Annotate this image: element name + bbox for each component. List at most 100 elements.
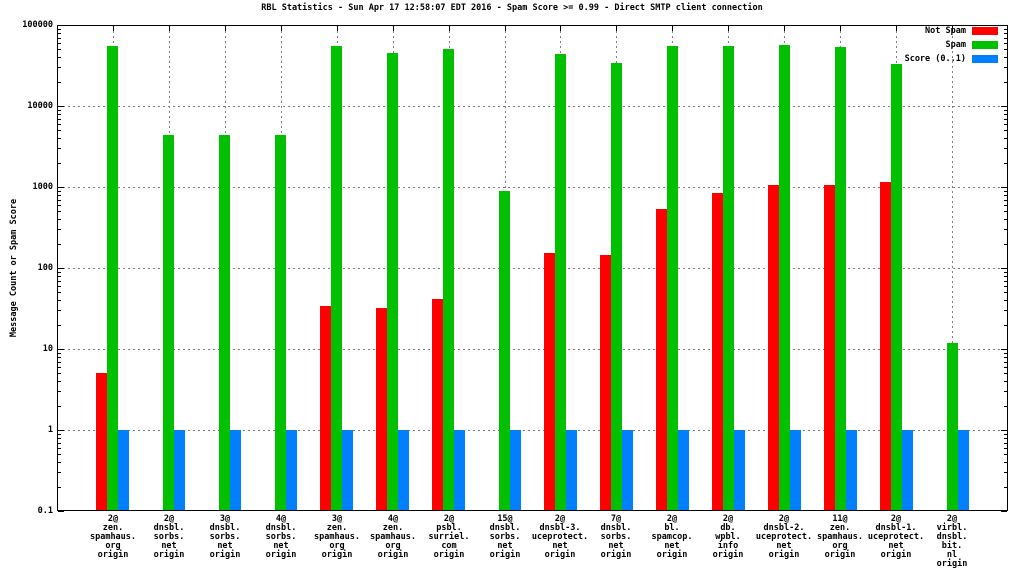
x-tick (560, 26, 561, 31)
y-minor-tick (58, 448, 61, 449)
y-minor-tick (58, 443, 61, 444)
y-minor-tick (1004, 195, 1007, 196)
x-tick-label-line: origin (712, 550, 744, 560)
x-tick-label-line: 2@ (666, 514, 678, 524)
x-tick-label: 2@ db. wpbl. info origin (688, 515, 768, 560)
x-tick-label-line: 2@ (778, 514, 790, 524)
x-tick (952, 26, 953, 31)
x-tick-label-line: virbl. (936, 523, 968, 533)
y-minor-tick (58, 195, 61, 196)
x-tick-label-line: origin (936, 559, 968, 569)
y-minor-tick (1004, 29, 1007, 30)
y-minor-tick (58, 114, 61, 115)
y-minor-tick (1004, 191, 1007, 192)
x-tick-label: 2@ dnsbl-2. uceprotect. net origin (744, 515, 824, 560)
y-minor-tick (1004, 286, 1007, 287)
x-tick-label-line: origin (265, 550, 297, 560)
x-tick-label-line: origin (97, 550, 129, 560)
y-minor-tick (1004, 49, 1007, 50)
y-minor-tick (58, 292, 61, 293)
x-tick-label: 15@ dnsbl. sorbs. net origin (465, 515, 545, 560)
y-tick-label: 1000 (32, 182, 53, 192)
y-minor-tick (58, 381, 61, 382)
bar-not-spam (376, 308, 387, 510)
x-tick (393, 26, 394, 31)
bar-score-0-1 (398, 430, 409, 510)
y-major-tick (58, 187, 64, 188)
x-tick-label-line: spamhaus. (816, 532, 864, 542)
bar-score-0-1 (286, 430, 297, 510)
y-minor-tick (58, 462, 61, 463)
x-tick-label-line: spamhaus. (89, 532, 137, 542)
x-tick-label-line: origin (768, 550, 800, 560)
bar-not-spam (600, 255, 611, 510)
y-minor-tick (58, 373, 61, 374)
x-tick-label-line: sorbs. (600, 532, 632, 542)
x-tick-label-line: sorbs. (153, 532, 185, 542)
y-minor-tick (58, 406, 61, 407)
y-major-tick (58, 106, 64, 107)
y-minor-tick (1004, 205, 1007, 206)
x-tick-label-line: spamhaus. (313, 532, 361, 542)
x-tick (672, 26, 673, 31)
bar-spam (387, 53, 398, 510)
y-minor-tick (58, 244, 61, 245)
y-minor-tick (1004, 443, 1007, 444)
x-tick-label-line: 3@ (219, 514, 231, 524)
x-tick-label-line: psbl. (436, 523, 462, 533)
bar-spam (835, 47, 846, 510)
y-minor-tick (58, 49, 61, 50)
y-minor-tick (1004, 325, 1007, 326)
y-minor-tick (58, 272, 61, 273)
y-minor-tick (1004, 367, 1007, 368)
y-minor-tick (58, 229, 61, 230)
y-major-tick (58, 430, 64, 431)
y-minor-tick (58, 286, 61, 287)
x-tick-label-line: net (608, 541, 624, 551)
bar-not-spam (712, 193, 723, 510)
x-tick-label-line: 7@ (610, 514, 622, 524)
y-tick-label: 10000 (27, 101, 53, 111)
x-tick-label-line: origin (433, 550, 465, 560)
y-minor-tick (58, 438, 61, 439)
bar-spam (611, 63, 622, 510)
x-tick-label-line: origin (600, 550, 632, 560)
x-tick-label: 2@ dnsbl. sorbs. net origin (129, 515, 209, 560)
x-tick-label-line: dnsbl-1. (875, 523, 917, 533)
y-tick-label: 1 (47, 425, 53, 435)
y-minor-tick (1004, 219, 1007, 220)
bar-score-0-1 (510, 430, 521, 510)
x-tick-label-line: dnsbl. (209, 523, 241, 533)
bar-spam (779, 45, 790, 510)
x-tick-label-line: 2@ (946, 514, 958, 524)
y-minor-tick (1004, 38, 1007, 39)
bar-not-spam (656, 209, 667, 510)
y-minor-tick (1004, 448, 1007, 449)
x-tick (784, 26, 785, 31)
x-tick-label-line: wpbl. (715, 532, 741, 542)
gridline-horizontal (58, 349, 1007, 350)
y-minor-tick (1004, 114, 1007, 115)
y-minor-tick (1004, 57, 1007, 58)
y-minor-tick (1004, 244, 1007, 245)
bar-score-0-1 (958, 430, 969, 510)
x-tick (281, 26, 282, 31)
x-tick-label-line: zen. (382, 523, 404, 533)
x-tick (449, 26, 450, 31)
x-tick-label-line: dnsbl. (265, 523, 297, 533)
y-minor-tick (1004, 82, 1007, 83)
bar-spam (107, 46, 118, 510)
x-tick-label-line: db. (720, 523, 736, 533)
bar-spam (499, 191, 510, 510)
x-tick-label: 11@ zen. spamhaus. org origin (800, 515, 880, 560)
y-minor-tick (1004, 391, 1007, 392)
bar-not-spam (768, 185, 779, 510)
y-minor-tick (58, 43, 61, 44)
legend-label: Score (0..1) (904, 54, 966, 64)
x-tick-label-line: 4@ (275, 514, 287, 524)
y-minor-tick (1004, 138, 1007, 139)
x-tick-label-line: org (832, 541, 848, 551)
bar-spam (275, 135, 286, 510)
y-major-tick (1001, 187, 1007, 188)
